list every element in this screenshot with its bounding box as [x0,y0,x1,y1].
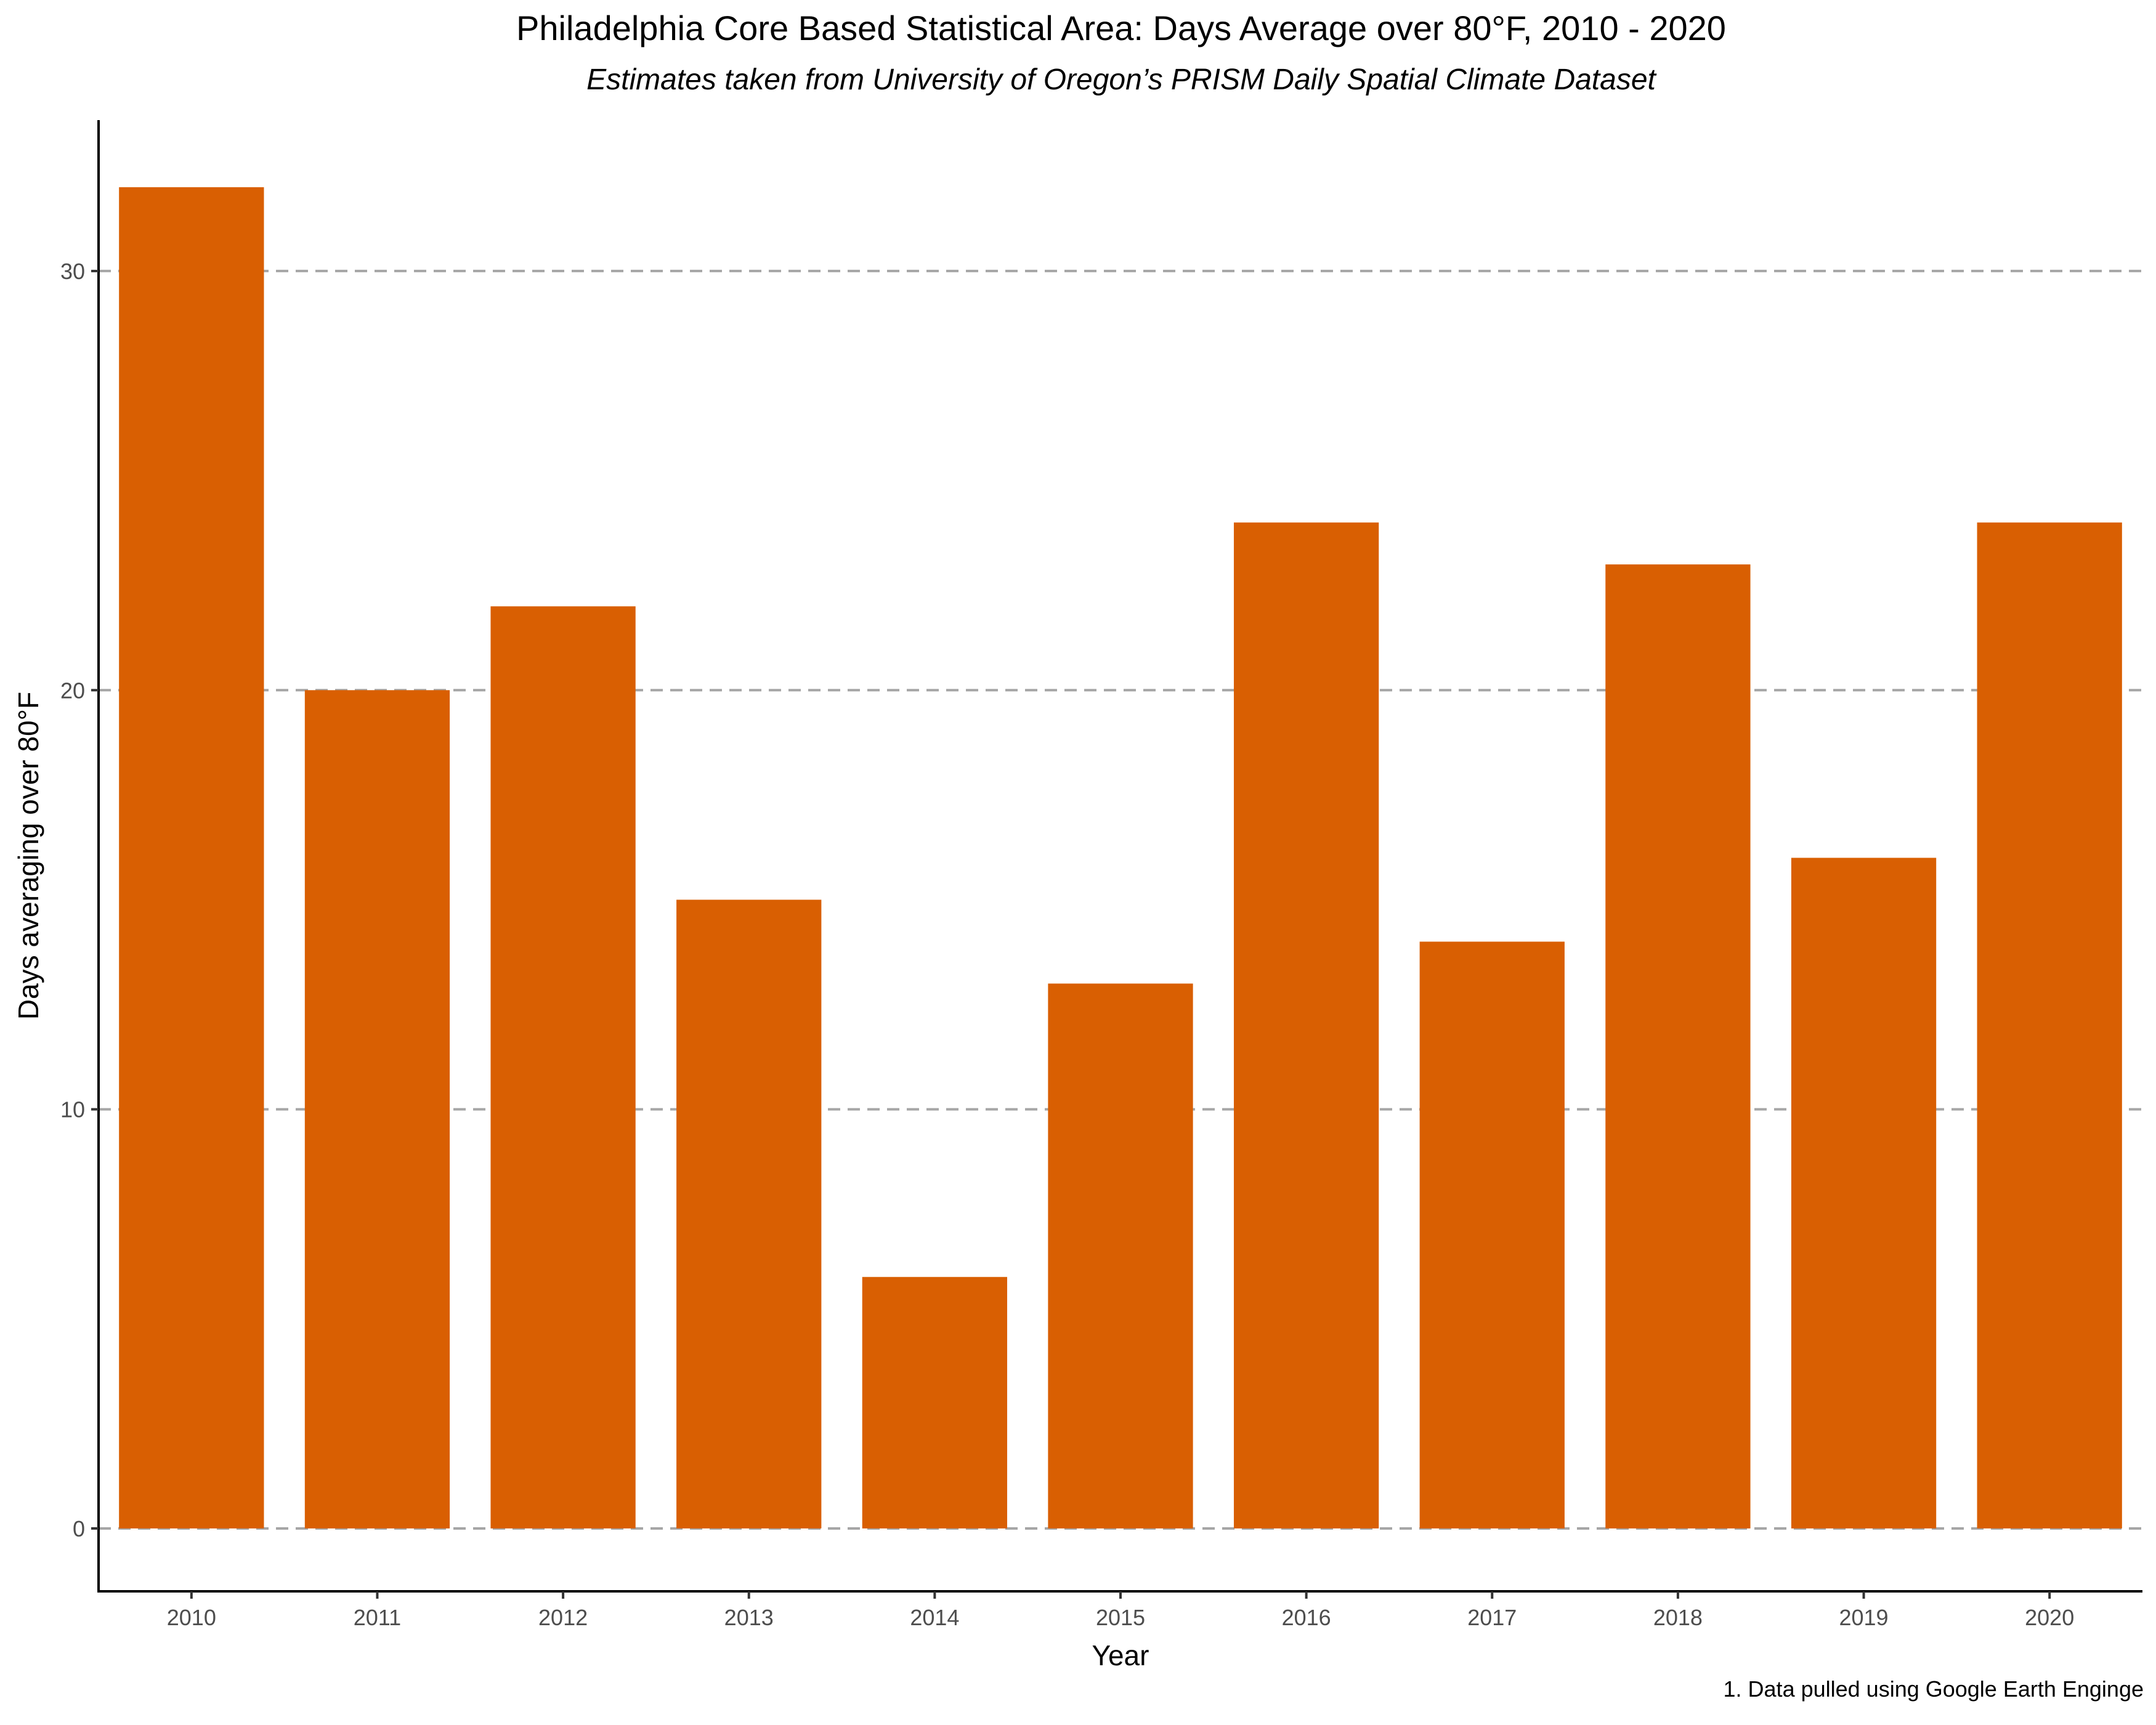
x-tick-label-2016: 2016 [1282,1605,1331,1630]
bar-2016 [1233,522,1379,1528]
bar-2013 [676,899,822,1528]
bar-2012 [490,606,636,1528]
y-tick-label-20: 20 [60,678,85,703]
bar-2011 [304,690,450,1528]
bar-2019 [1791,858,1937,1528]
bar-2018 [1605,564,1751,1528]
x-tick-label-2010: 2010 [167,1605,216,1630]
chart-caption: 1. Data pulled using Google Earth Enging… [1723,1676,2144,1702]
bar-2015 [1048,983,1193,1528]
x-tick-label-2011: 2011 [354,1605,401,1630]
chart-title: Philadelphia Core Based Statistical Area… [516,9,1726,47]
x-axis-ticks: 2010 2011 2012 2013 2014 2015 2016 2017 2018 2019… [167,1591,2074,1630]
y-tick-label-30: 30 [60,259,85,284]
x-tick-label-2013: 2013 [724,1605,774,1630]
x-tick-label-2020: 2020 [2025,1605,2074,1630]
bar-2020 [1977,522,2122,1528]
x-tick-label-2018: 2018 [1653,1605,1703,1630]
x-tick-label-2014: 2014 [910,1605,959,1630]
bar-2017 [1419,941,1565,1528]
chart-subtitle: Estimates taken from University of Orego… [586,63,1656,96]
y-axis-ticks: 0 10 20 30 [60,259,99,1541]
y-tick-label-10: 10 [60,1097,85,1122]
bar-2014 [862,1276,1008,1528]
x-tick-label-2017: 2017 [1467,1605,1517,1630]
x-tick-label-2015: 2015 [1096,1605,1145,1630]
x-tick-label-2012: 2012 [538,1605,588,1630]
x-tick-label-2019: 2019 [1839,1605,1888,1630]
x-axis-title: Year [1092,1639,1149,1671]
bars [119,187,2122,1528]
y-axis-title: Days averaging over 80°F [12,692,44,1020]
y-tick-label-0: 0 [73,1516,85,1541]
bar-2010 [119,187,264,1528]
